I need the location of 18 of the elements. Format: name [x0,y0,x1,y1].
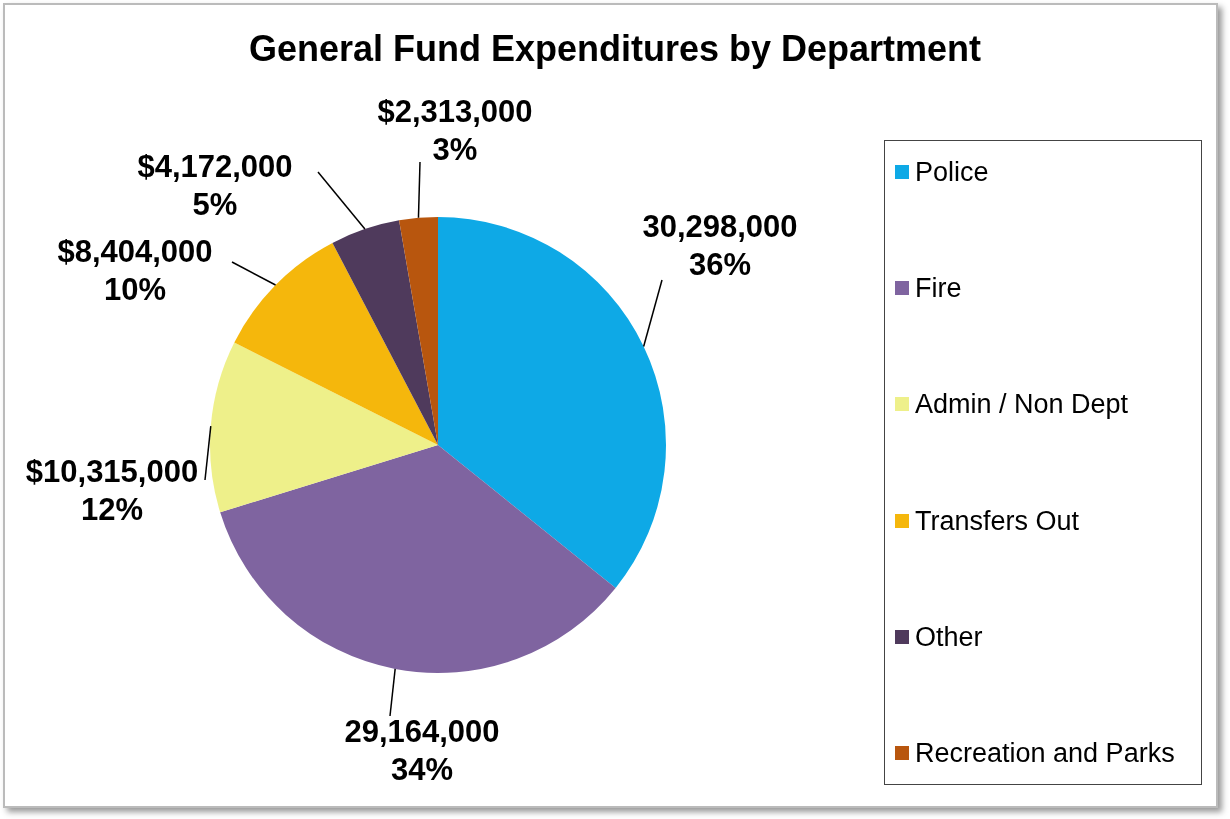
data-label: $4,172,000 5% [137,148,293,222]
pie-slice [399,217,438,445]
chart-title: General Fund Expenditures by Department [247,28,983,70]
data-label: $2,313,000 3% [377,93,533,167]
data-label: $10,315,000 12% [25,453,199,527]
data-label: $8,404,000 10% [57,233,213,307]
legend-label: Other [915,620,983,654]
legend-label: Recreation and Parks [915,736,1175,770]
legend-label: Fire [915,272,962,306]
data-label: 29,164,000 34% [344,713,500,787]
pie-slice [220,445,616,673]
legend-label: Admin / Non Dept [915,388,1129,422]
pie-slice [210,342,438,513]
pie-slice [332,220,438,445]
pie-slice [234,242,438,445]
data-label: 30,298,000 36% [642,208,798,282]
legend-label: Transfers Out [915,504,1080,538]
legend-label: Police [915,156,989,189]
